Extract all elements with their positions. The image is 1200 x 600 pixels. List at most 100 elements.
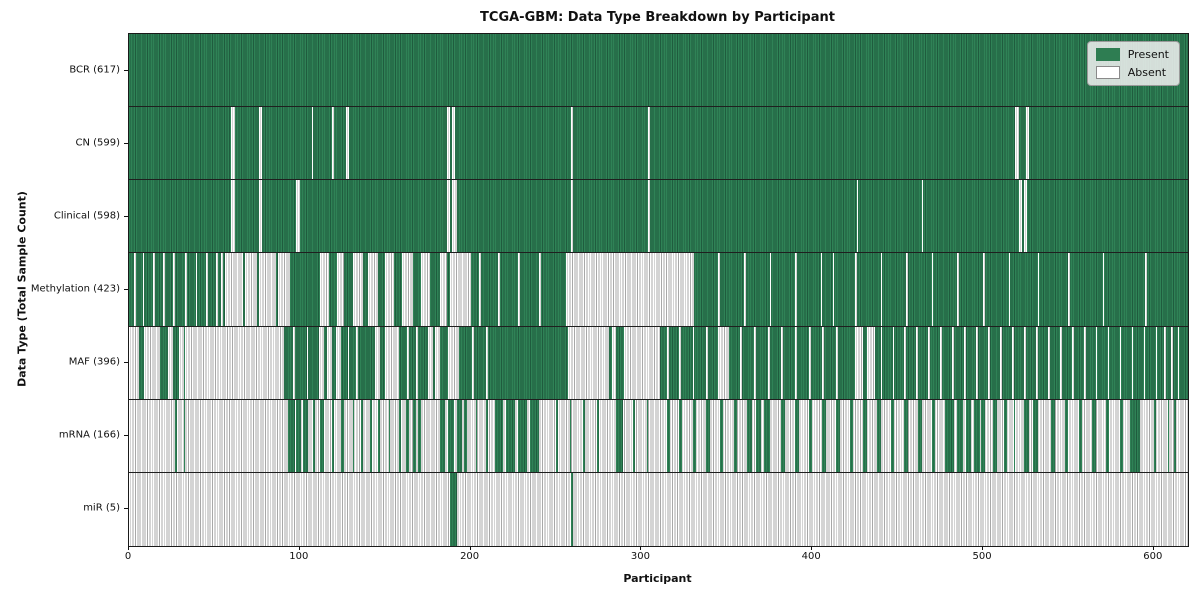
cell-run-absent	[306, 326, 309, 399]
cell-run-absent	[836, 326, 838, 399]
cell-run-present	[456, 399, 463, 472]
cell-run-absent	[567, 326, 609, 399]
cell-run-absent	[740, 326, 743, 399]
cell-run-absent	[224, 253, 244, 326]
cell-run-present	[863, 399, 867, 472]
cell-run-present	[398, 399, 401, 472]
cell-run-absent	[822, 326, 825, 399]
cell-run-present	[1013, 399, 1016, 472]
cell-run-present	[822, 399, 826, 472]
y-tick-mark	[124, 69, 128, 71]
cell-run-absent	[320, 253, 329, 326]
cell-run-absent	[352, 253, 363, 326]
cell-run-absent	[152, 253, 155, 326]
cell-run-absent	[173, 253, 176, 326]
cell-run-absent	[692, 326, 695, 399]
cell-run-absent	[1037, 253, 1040, 326]
cell-run-present	[632, 399, 635, 472]
cell-run-present	[904, 399, 908, 472]
cell-run-absent	[1024, 180, 1028, 253]
cell-run-present	[981, 399, 985, 472]
cell-run-present	[597, 399, 599, 472]
cell-run-present	[781, 399, 785, 472]
cell-run-present	[340, 399, 345, 472]
cell-run-absent	[1119, 326, 1122, 399]
cell-run-present	[571, 472, 574, 546]
row-band-cn	[129, 107, 1188, 181]
cell-run-present	[764, 399, 770, 472]
cell-run-present	[974, 399, 980, 472]
cell-run-absent	[754, 326, 756, 399]
cell-run-present	[733, 399, 738, 472]
cell-run-absent	[385, 253, 394, 326]
cell-run-absent	[820, 253, 823, 326]
cell-run-absent	[781, 326, 784, 399]
cell-run-present	[494, 399, 504, 472]
y-tick-label-clinical: Clinical (598)	[53, 210, 120, 222]
row-band-mir	[129, 472, 1188, 546]
cell-run-absent	[451, 107, 456, 180]
cell-run-absent	[880, 253, 883, 326]
row-band-clinical	[129, 180, 1188, 254]
cell-run-present	[448, 399, 454, 472]
cell-run-absent	[168, 326, 174, 399]
row-band-bcr	[129, 34, 1188, 108]
cell-run-absent	[421, 253, 430, 326]
cell-run-absent	[957, 253, 960, 326]
cell-run-absent	[667, 326, 669, 399]
cell-run-absent	[318, 326, 324, 399]
cell-run-absent	[624, 326, 661, 399]
cell-run-present	[1051, 399, 1055, 472]
cell-run-absent	[216, 253, 218, 326]
cell-run-present	[450, 472, 457, 546]
cell-run-absent	[356, 326, 358, 399]
cell-run-absent	[368, 253, 379, 326]
cell-run-absent	[296, 180, 300, 253]
cell-run-absent	[988, 326, 990, 399]
y-tick-label-bcr: BCR (617)	[69, 64, 120, 76]
cell-run-absent	[1145, 253, 1147, 326]
cell-run-present	[1167, 399, 1170, 472]
cell-run-absent	[892, 326, 895, 399]
cell-run-absent	[795, 326, 797, 399]
cell-run-present	[439, 399, 445, 472]
cell-run-present	[1174, 399, 1177, 472]
x-axis-label: Participant	[623, 572, 692, 585]
y-tick-mark	[124, 435, 128, 437]
x-tick-label: 400	[801, 551, 821, 562]
cell-run-absent	[374, 326, 381, 399]
cell-run-absent	[1071, 326, 1074, 399]
cell-run-absent	[335, 326, 341, 399]
cell-run-present	[678, 399, 683, 472]
cell-run-present	[485, 399, 488, 472]
cell-run-absent	[472, 326, 475, 399]
cell-run-absent	[134, 253, 136, 326]
cell-run-absent	[1008, 253, 1011, 326]
cell-run-absent	[854, 253, 857, 326]
cell-run-absent	[1143, 326, 1146, 399]
cell-run-absent	[337, 253, 345, 326]
row-band-mrna	[129, 399, 1188, 473]
cell-run-absent	[439, 253, 447, 326]
cell-run-absent	[1102, 253, 1105, 326]
cell-run-absent	[648, 180, 650, 253]
cell-run-absent	[402, 253, 413, 326]
cell-run-present	[931, 399, 936, 472]
cell-run-absent	[1035, 326, 1038, 399]
cell-run-absent	[345, 107, 350, 180]
cell-run-absent	[866, 326, 876, 399]
cell-run-absent	[856, 180, 859, 253]
cell-run-present	[332, 399, 334, 472]
cell-run-present	[1106, 399, 1110, 472]
cell-run-absent	[178, 326, 184, 399]
y-tick-label-methylation: Methylation (423)	[30, 283, 120, 295]
legend-swatch-present-icon	[1095, 48, 1120, 61]
cell-run-present	[417, 399, 422, 472]
cell-run-present	[296, 399, 302, 472]
cell-run-present	[303, 399, 309, 472]
cell-run-present	[369, 399, 372, 472]
cell-run-present	[1092, 399, 1096, 472]
cell-run-present	[506, 399, 515, 472]
cell-run-absent	[880, 326, 883, 399]
cell-run-present	[361, 399, 363, 472]
